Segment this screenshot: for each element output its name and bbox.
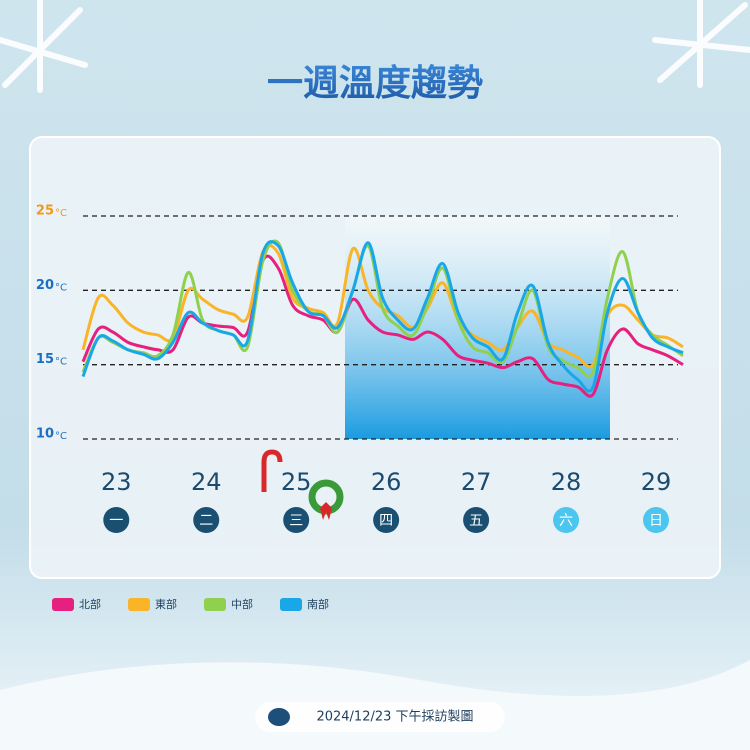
candy-cane — [261, 449, 283, 492]
y-unit: °C — [55, 208, 67, 219]
y-unit: °C — [55, 357, 67, 368]
weekday-badge — [193, 507, 220, 533]
series-line — [81, 240, 684, 393]
y-unit: °C — [55, 282, 67, 293]
footer-pill — [255, 702, 505, 732]
y-tick-label: 15 — [36, 352, 54, 367]
chart-title: 一週溫度趨勢 — [267, 63, 483, 104]
legend-label: 南部 — [307, 597, 329, 611]
weekday-label: 一 — [109, 513, 123, 529]
weekday-label: 三 — [289, 513, 303, 529]
snowflake — [0, 0, 750, 93]
weekday-badge — [553, 507, 580, 533]
highlight-band — [345, 216, 610, 439]
weekday-badge — [283, 507, 310, 533]
legend-label: 東部 — [155, 597, 177, 611]
x-tick-label: 23 — [101, 468, 132, 496]
weekday-badge — [373, 507, 400, 533]
y-tick-label: 20 — [36, 278, 54, 293]
legend-swatch — [204, 598, 226, 611]
x-tick-label: 27 — [461, 468, 492, 496]
x-tick-label: 29 — [641, 468, 672, 496]
footer-text: 2024/12/23 下午採訪製圖 — [316, 709, 473, 725]
legend-swatch — [52, 598, 74, 611]
weekday-label: 六 — [559, 513, 573, 529]
y-tick-label: 25 — [36, 204, 54, 219]
legend-label: 北部 — [79, 597, 101, 611]
x-tick-label: 24 — [191, 468, 222, 496]
x-tick-label: 25 — [281, 468, 312, 496]
weekday-label: 日 — [649, 513, 663, 529]
weekday-badge — [103, 507, 130, 533]
legend: 北部 東部 中部 南部 — [52, 597, 329, 611]
wreath — [308, 479, 344, 520]
weekday-badge — [463, 507, 490, 533]
y-unit: °C — [55, 431, 67, 442]
y-tick-label: 10 — [36, 427, 54, 442]
legend-swatch — [280, 598, 302, 611]
weekday-badge — [643, 507, 670, 533]
legend-label: 中部 — [231, 597, 253, 611]
weekday-label: 二 — [199, 513, 213, 529]
weekday-label: 五 — [469, 513, 483, 529]
legend-swatch — [128, 598, 150, 611]
series-line — [81, 254, 684, 398]
weekday-label: 四 — [379, 513, 393, 529]
logo — [268, 708, 290, 726]
series-line — [81, 239, 684, 379]
x-tick-label: 28 — [551, 468, 582, 496]
x-tick-label: 26 — [371, 468, 402, 496]
